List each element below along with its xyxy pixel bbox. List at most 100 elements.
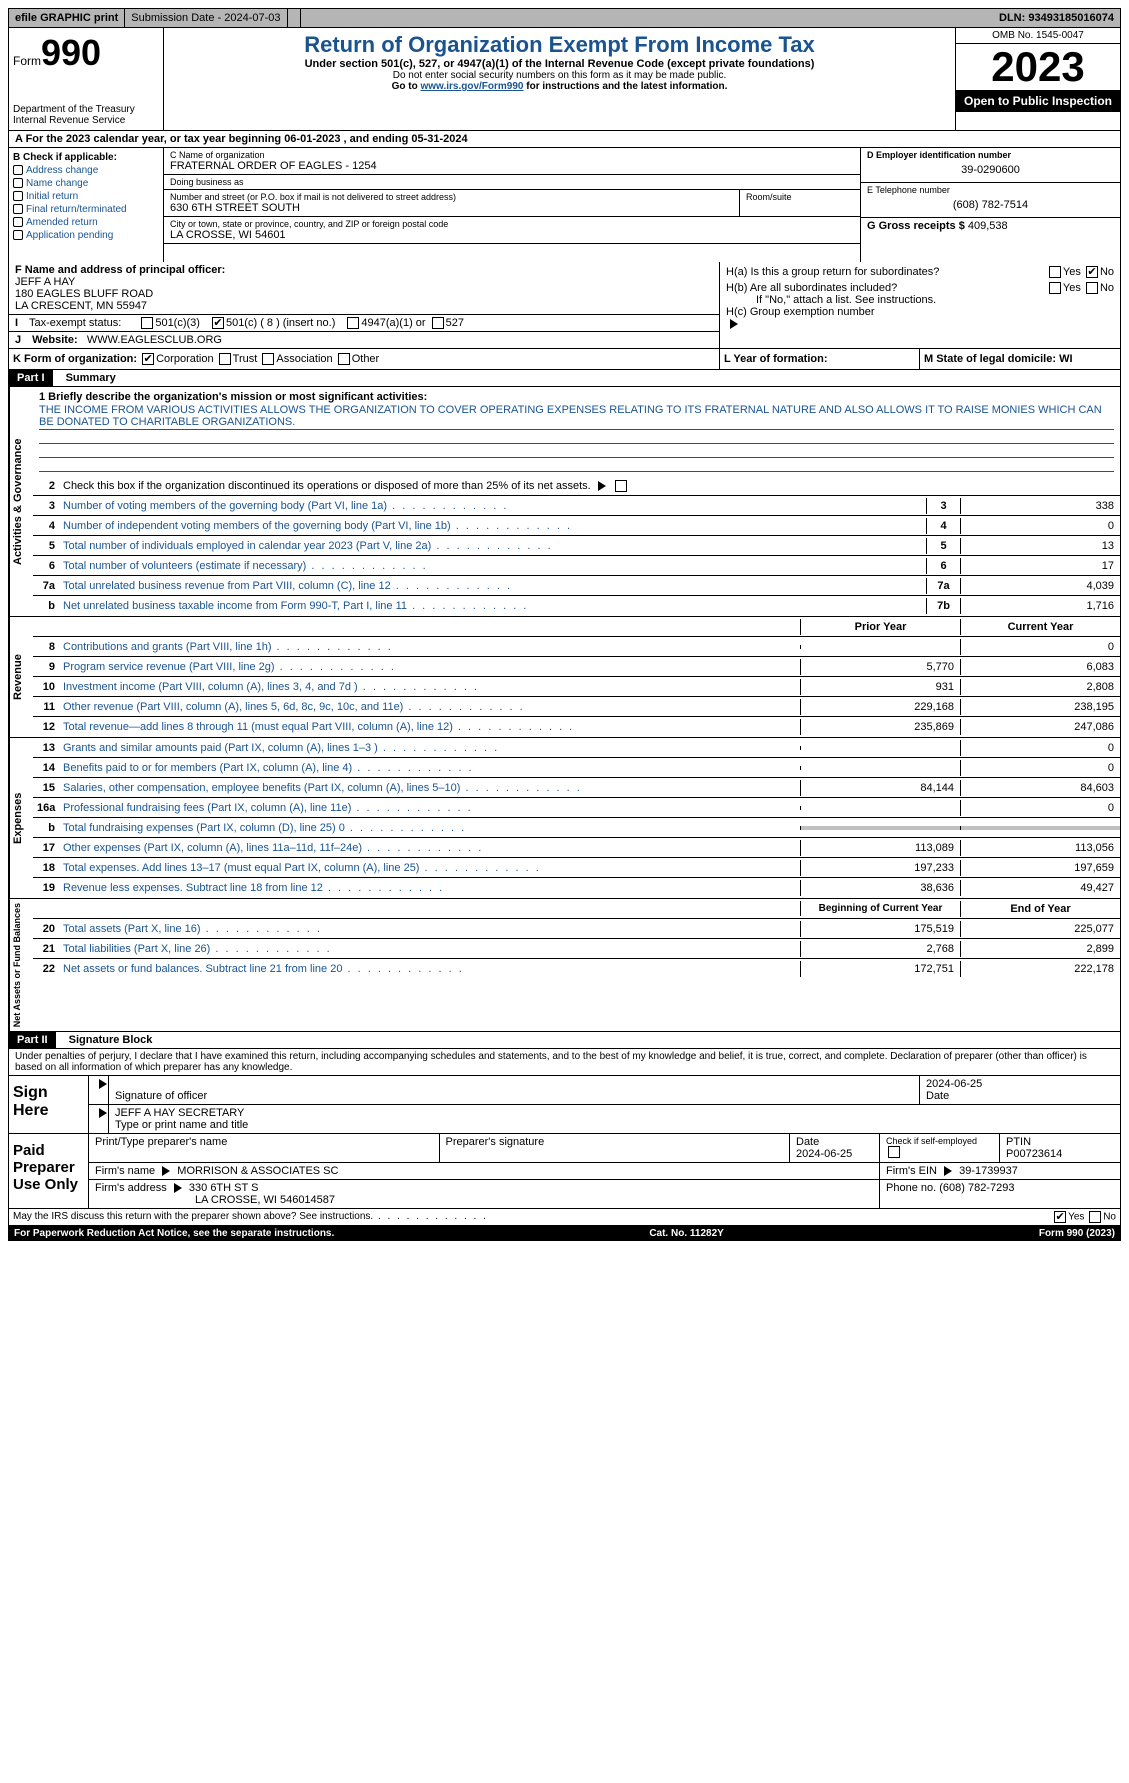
summary-row: 5 Total number of individuals employed i… (33, 536, 1120, 556)
goto-pre: Go to (392, 81, 421, 92)
name-title-label: Type or print name and title (115, 1119, 1114, 1131)
summary-row: 16a Professional fundraising fees (Part … (33, 798, 1120, 818)
section-de: D Employer identification number 39-0290… (860, 148, 1120, 262)
ssn-warning: Do not enter social security numbers on … (168, 70, 951, 81)
line2-text: Check this box if the organization disco… (63, 480, 591, 492)
hc-label: H(c) Group exemption number (726, 306, 1114, 318)
arrow-icon (99, 1108, 107, 1118)
cb-address-change[interactable] (13, 165, 23, 175)
netassets-section: Net Assets or Fund Balances Beginning of… (8, 899, 1121, 1032)
cb-ha-yes[interactable] (1049, 266, 1061, 278)
sig-officer-label: Signature of officer (115, 1090, 913, 1102)
cb-4947[interactable] (347, 317, 359, 329)
open-inspection: Open to Public Inspection (956, 90, 1120, 112)
part2-header: Part II Signature Block (8, 1032, 1121, 1049)
cb-hb-no[interactable] (1086, 282, 1098, 294)
arrow-icon (174, 1183, 182, 1193)
summary-row: 21 Total liabilities (Part X, line 26) 2… (33, 939, 1120, 959)
dln: DLN: 93493185016074 (993, 9, 1120, 27)
part2-title: Signature Block (59, 1034, 153, 1046)
officer-addr1: 180 EAGLES BLUFF ROAD (15, 288, 713, 300)
top-bar: efile GRAPHIC print Submission Date - 20… (8, 8, 1121, 28)
summary-row: 14 Benefits paid to or for members (Part… (33, 758, 1120, 778)
section-h: H(a) Is this a group return for subordin… (720, 262, 1120, 348)
cb-assoc[interactable] (262, 353, 274, 365)
row-a-taxyear: A For the 2023 calendar year, or tax yea… (8, 131, 1121, 148)
ein-label: D Employer identification number (867, 150, 1114, 160)
room-label: Room/suite (746, 192, 854, 202)
cb-ha-no[interactable] (1086, 266, 1098, 278)
city-value: LA CROSSE, WI 54601 (170, 229, 854, 241)
mission-text: THE INCOME FROM VARIOUS ACTIVITIES ALLOW… (39, 403, 1114, 430)
firm-name-label: Firm's name (95, 1165, 155, 1177)
mission-block: 1 Briefly describe the organization's mi… (33, 387, 1120, 476)
omb-number: OMB No. 1545-0047 (956, 28, 1120, 44)
form-title: Return of Organization Exempt From Incom… (168, 32, 951, 58)
cb-trust[interactable] (219, 353, 231, 365)
summary-row: 12 Total revenue—add lines 8 through 11 … (33, 717, 1120, 737)
org-name: FRATERNAL ORDER OF EAGLES - 1254 (170, 160, 854, 172)
form-label: Form (13, 54, 41, 68)
cb-self-employed[interactable] (888, 1146, 900, 1158)
ein-value: 39-0290600 (867, 160, 1114, 180)
hdr-beginning: Beginning of Current Year (800, 901, 960, 916)
part1-badge: Part I (9, 370, 53, 386)
vlabel-netassets: Net Assets or Fund Balances (9, 899, 33, 1031)
summary-row: 18 Total expenses. Add lines 13–17 (must… (33, 858, 1120, 878)
firm-ein: 39-1739937 (959, 1165, 1018, 1177)
phone-value: (608) 782-7514 (867, 195, 1114, 215)
firm-addr-label: Firm's address (95, 1182, 167, 1194)
summary-row: 9 Program service revenue (Part VIII, li… (33, 657, 1120, 677)
firm-ein-label: Firm's EIN (886, 1165, 937, 1177)
ptin-label: PTIN (1006, 1136, 1114, 1148)
firm-name: MORRISON & ASSOCIATES SC (177, 1165, 338, 1177)
summary-row: 22 Net assets or fund balances. Subtract… (33, 959, 1120, 979)
summary-row: 13 Grants and similar amounts paid (Part… (33, 738, 1120, 758)
ptin-value: P00723614 (1006, 1148, 1114, 1160)
cb-line2[interactable] (615, 480, 627, 492)
officer-name-title: JEFF A HAY SECRETARY (115, 1107, 1114, 1119)
tax-exempt-label: Tax-exempt status: (29, 317, 121, 329)
revenue-section: Revenue Prior Year Current Year 8 Contri… (8, 617, 1121, 738)
officer-addr2: LA CRESCENT, MN 55947 (15, 300, 713, 312)
cb-pending[interactable] (13, 230, 23, 240)
summary-row: b Total fundraising expenses (Part IX, c… (33, 818, 1120, 838)
vlabel-expenses: Expenses (9, 738, 33, 898)
cb-corp[interactable] (142, 353, 154, 365)
cb-hb-yes[interactable] (1049, 282, 1061, 294)
irs-label: Internal Revenue Service (13, 115, 159, 126)
summary-row: 8 Contributions and grants (Part VIII, l… (33, 637, 1120, 657)
summary-row: 15 Salaries, other compensation, employe… (33, 778, 1120, 798)
efile-label[interactable]: efile GRAPHIC print (9, 9, 125, 27)
section-fh: F Name and address of principal officer:… (8, 262, 1121, 349)
website-value: WWW.EAGLESCLUB.ORG (87, 334, 222, 346)
cb-527[interactable] (432, 317, 444, 329)
cb-other[interactable] (338, 353, 350, 365)
goto-link[interactable]: www.irs.gov/Form990 (420, 81, 523, 92)
hdr-end: End of Year (960, 901, 1120, 917)
c-name-label: C Name of organization (170, 150, 854, 160)
summary-row: 4 Number of independent voting members o… (33, 516, 1120, 536)
page-footer: For Paperwork Reduction Act Notice, see … (8, 1226, 1121, 1241)
discuss-text: May the IRS discuss this return with the… (13, 1211, 1052, 1223)
k-label: K Form of organization: (13, 353, 137, 365)
cb-amended[interactable] (13, 217, 23, 227)
cb-discuss-yes[interactable] (1054, 1211, 1066, 1223)
goto-post: for instructions and the latest informat… (523, 81, 727, 92)
cb-initial[interactable] (13, 191, 23, 201)
website-label: Website: (32, 334, 78, 346)
cb-final[interactable] (13, 204, 23, 214)
cb-name-change[interactable] (13, 178, 23, 188)
m-state-domicile: M State of legal domicile: WI (920, 349, 1120, 369)
submission-date: Submission Date - 2024-07-03 (125, 9, 287, 27)
vlabel-governance: Activities & Governance (9, 387, 33, 616)
officer-name: JEFF A HAY (15, 276, 713, 288)
perjury-declaration: Under penalties of perjury, I declare th… (8, 1049, 1121, 1076)
cb-501c3[interactable] (141, 317, 153, 329)
arrow-icon (598, 481, 606, 491)
cb-501c[interactable] (212, 317, 224, 329)
b-label: B Check if applicable: (13, 152, 159, 163)
activities-governance: Activities & Governance 1 Briefly descri… (8, 387, 1121, 617)
cb-discuss-no[interactable] (1089, 1211, 1101, 1223)
dba-label: Doing business as (170, 177, 854, 187)
